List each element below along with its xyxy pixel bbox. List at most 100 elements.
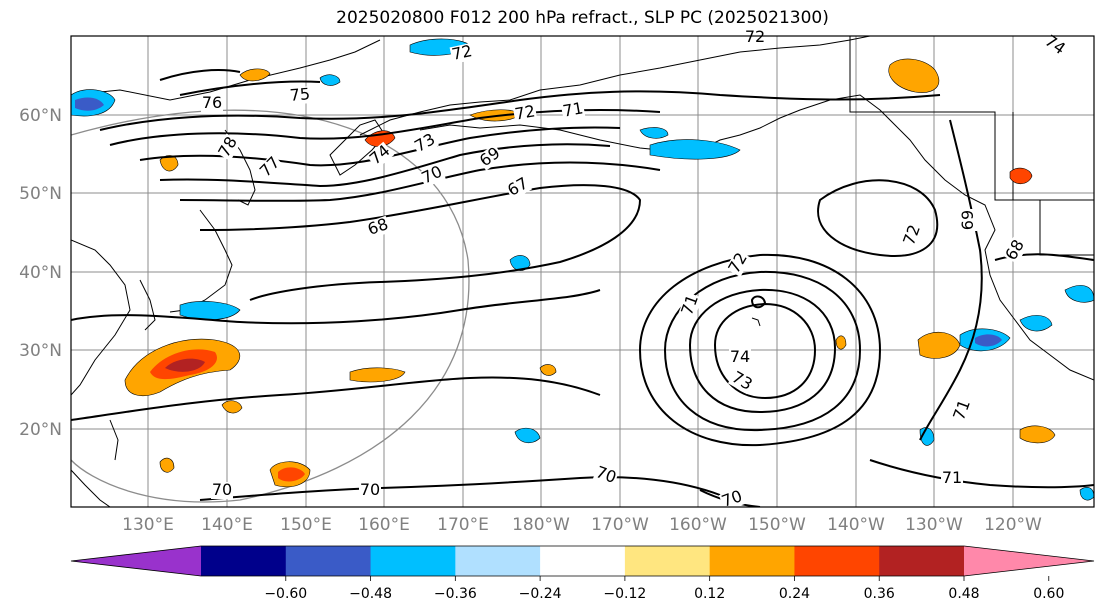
pos-anomaly: [221, 400, 243, 414]
colorbar-outline: [70, 545, 1095, 577]
colorbar-bin: [370, 546, 456, 576]
contour-label-bg: [418, 163, 446, 188]
neg-anomaly: [639, 127, 669, 139]
contour-label-bg: [678, 291, 703, 319]
colorbar-bin: [455, 546, 541, 576]
contour-label-bg: [288, 86, 312, 105]
contour-label-bg: [215, 133, 242, 162]
lon-label: 180°W: [512, 515, 570, 535]
lon-label: 160°W: [669, 515, 727, 535]
pos-anomaly: [159, 155, 179, 172]
contour-label-bg: [729, 349, 751, 366]
colorbar-tick-label: 0.12: [694, 586, 725, 601]
colorbar-bin: [540, 546, 626, 576]
colorbar-bin: [794, 546, 880, 576]
lat-labels: 60°N 50°N 40°N 30°N 20°N: [19, 106, 62, 440]
pos-anomaly: [349, 367, 406, 383]
contour-label: 69: [958, 210, 977, 230]
map-frame: [70, 35, 1095, 508]
colorbar-tick-label: −0.48: [349, 586, 392, 601]
colorbar-tick-label: −0.36: [434, 586, 477, 601]
contour-label-bg: [900, 221, 925, 249]
contour-label: 71: [561, 98, 584, 120]
pos-anomaly: [888, 58, 940, 93]
neg-anomaly: [649, 139, 741, 160]
pos-anomaly: [539, 364, 557, 376]
lat-label: 60°N: [19, 106, 62, 126]
lon-label: 170°W: [591, 515, 649, 535]
lat-label: 50°N: [19, 184, 62, 204]
contour-label-bg: [727, 368, 756, 395]
colorbar-tick-label: 0.60: [1033, 586, 1064, 601]
colorbar-bin: [285, 546, 372, 576]
colorbar-bin: [624, 546, 711, 576]
colorbar-bin: [201, 546, 287, 576]
colorbar-bin: [709, 546, 795, 576]
slp-contours: [71, 69, 1094, 507]
neg-anomaly: [1064, 285, 1094, 303]
neg-anomaly: [509, 255, 531, 271]
colorbar-tick-label: 0.48: [948, 586, 979, 601]
contour-label-bg: [1002, 236, 1029, 265]
neg-anomaly-core: [75, 97, 104, 111]
contour-label: 72: [450, 41, 474, 64]
colorbar-tick-label: 0.24: [779, 586, 810, 601]
neg-anomaly: [1079, 487, 1094, 501]
contour-label-bg: [211, 482, 233, 499]
contour-label: 74: [730, 347, 750, 366]
contour-label-bg: [744, 29, 766, 46]
lon-label: 130°W: [905, 515, 963, 535]
colorbar-extend-low: [71, 546, 201, 576]
lon-label: 150°E: [280, 515, 332, 535]
contour-label: 71: [942, 468, 962, 487]
lat-label: 30°N: [19, 341, 62, 361]
pos-anomaly-core: [278, 467, 305, 482]
colorbar-tick-label: −0.24: [519, 586, 562, 601]
contour-label-bg: [476, 144, 505, 171]
contour-label: 70: [212, 480, 232, 499]
lon-label: 130°E: [122, 515, 174, 535]
contour-label-bg: [201, 95, 223, 112]
neg-anomaly: [319, 74, 341, 86]
pos-anomaly-peak: [165, 358, 205, 372]
contour-label-bg: [411, 130, 440, 157]
contour-label-bg: [592, 463, 620, 488]
contour-label-bg: [725, 249, 752, 278]
contour-label-bg: [960, 209, 977, 231]
contour-label: 75: [289, 84, 311, 105]
contour-label-bg: [941, 470, 963, 487]
pos-anomaly: [159, 457, 175, 473]
contour-label: 72: [513, 101, 536, 123]
colorbar-tick-label: −0.60: [264, 586, 307, 601]
lon-label: 160°E: [358, 515, 410, 535]
pos-anomaly: [835, 335, 847, 350]
colorbar: −0.60 −0.48 −0.36 −0.24 −0.12 0.12 0.24 0.36 0.4…: [70, 545, 1095, 601]
colorbar-tick-label: −0.12: [603, 586, 646, 601]
pos-anomaly: [1009, 167, 1033, 185]
lat-label: 40°N: [19, 263, 62, 283]
lon-label: 120°W: [984, 515, 1042, 535]
contour-label-bg: [364, 215, 392, 240]
contour-label-bg: [950, 396, 975, 424]
lon-label: 140°W: [827, 515, 885, 535]
colorbar-tick-label: 0.36: [864, 586, 895, 601]
pos-anomaly: [239, 68, 271, 82]
colorbar-extend-high: [964, 546, 1094, 576]
contour-label-bg: [366, 141, 395, 169]
lon-label: 170°E: [437, 515, 489, 535]
contour-label-bg: [449, 42, 475, 65]
neg-anomaly: [514, 427, 541, 444]
chart-title: 2025020800 F012 200 hPa refract., SLP PC…: [336, 8, 829, 28]
pos-anomaly: [1019, 425, 1056, 444]
contour-label-bg: [504, 174, 533, 201]
contour-label-bg: [256, 153, 285, 182]
colorbar-bin: [879, 546, 965, 576]
contour-label: 76: [202, 93, 222, 112]
neg-anomaly: [1019, 315, 1053, 332]
lat-label: 20°N: [19, 420, 62, 440]
refractivity-fills: [71, 38, 1094, 501]
neg-anomaly-core: [975, 334, 1002, 347]
contour-label-bg: [560, 100, 586, 121]
contour-label: 70: [360, 480, 380, 499]
